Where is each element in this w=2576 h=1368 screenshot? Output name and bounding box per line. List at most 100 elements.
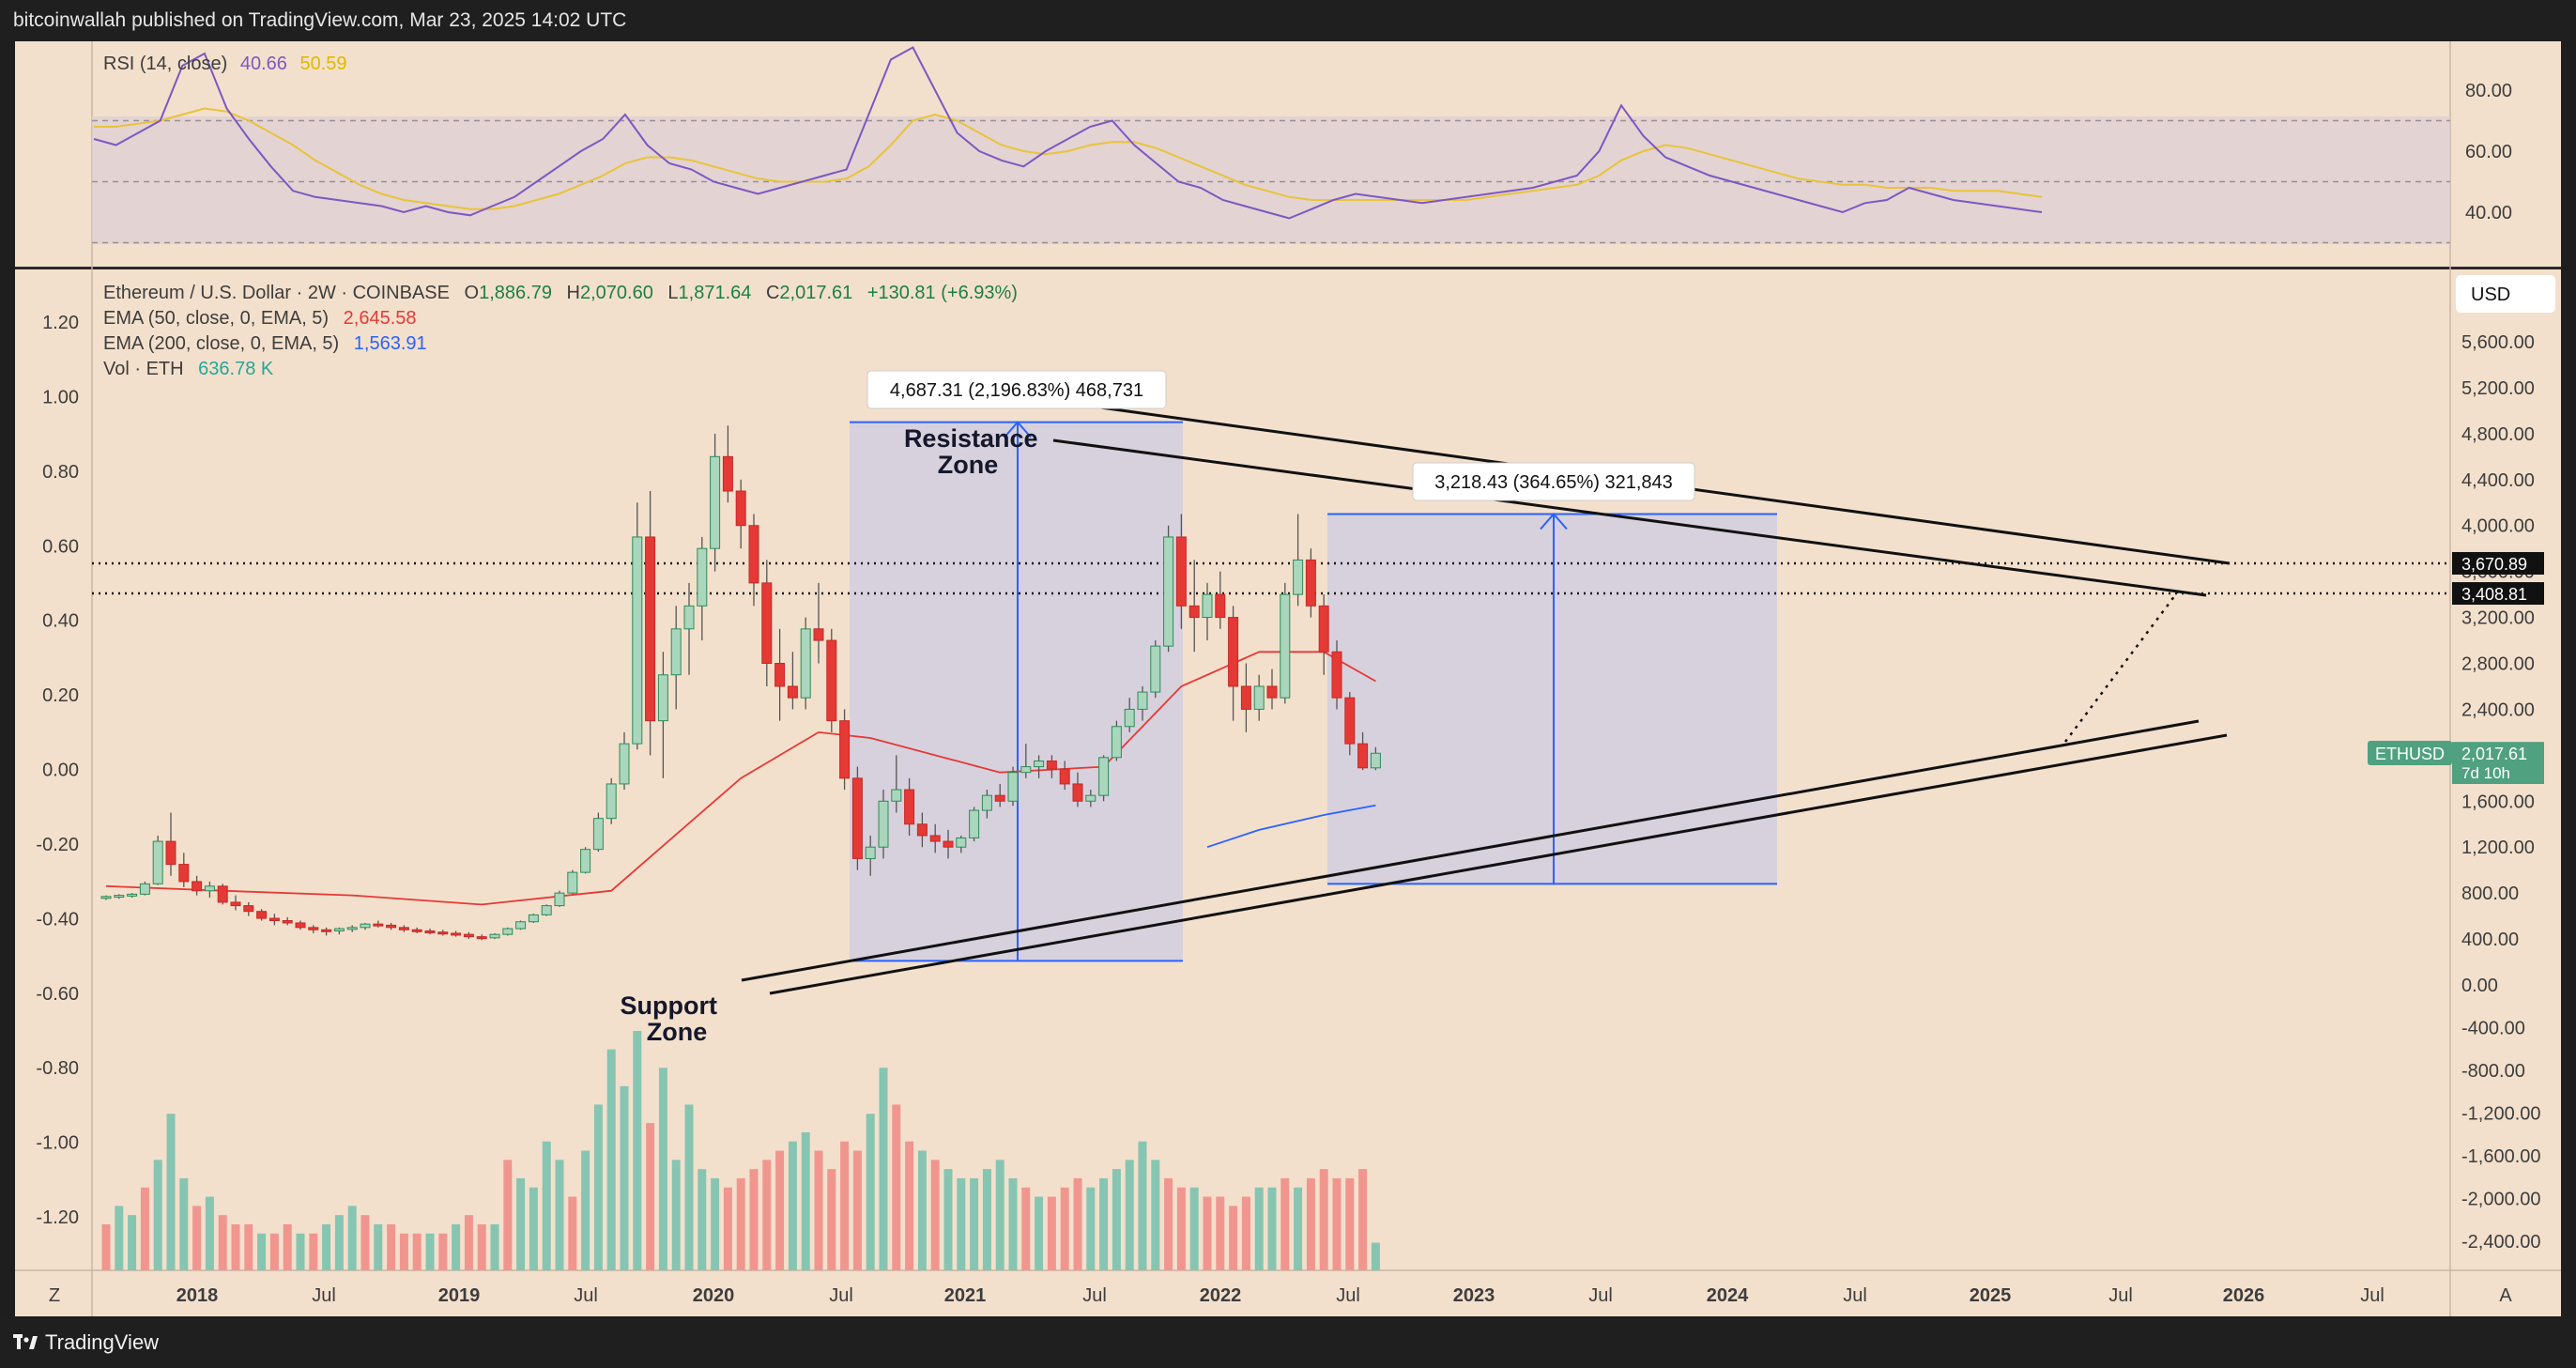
price-tick-label: 2,800.00 (2461, 654, 2535, 675)
candle (645, 536, 656, 722)
price-tick-label: -400.00 (2461, 1019, 2525, 1039)
price-tick-label: 4,800.00 (2461, 424, 2535, 445)
timezone-button[interactable]: Z (49, 1285, 60, 1306)
measure-label-2[interactable]: 3,218.43 (364.65%) 321,843 (1412, 462, 1695, 501)
candle (192, 881, 203, 892)
candle (1331, 651, 1342, 699)
candles (100, 425, 1381, 941)
rsi-tick-label: 40.00 (2465, 203, 2512, 223)
candle (1098, 757, 1110, 796)
left-tick-label: -0.80 (36, 1058, 79, 1079)
candle (1111, 726, 1122, 759)
time-tick-label: 2019 (438, 1285, 481, 1306)
candle (1150, 645, 1161, 693)
trend-lines[interactable] (741, 405, 2231, 995)
time-axis[interactable]: Z 2018 Jul 2019 Jul 2020 Jul 2021 Jul 2022 Jul 2023… (49, 1285, 2512, 1306)
volume-bar (917, 1150, 927, 1270)
left-tick-label: 0.20 (42, 685, 79, 706)
volume-bar (555, 1160, 564, 1270)
volume-bar (153, 1160, 162, 1270)
measure-box-2[interactable] (1327, 514, 1777, 884)
rsi-ma-legend-value: 50.59 (299, 54, 346, 74)
time-tick-label: Jul (2108, 1285, 2133, 1306)
left-frame (0, 41, 15, 1316)
projection-path[interactable] (2064, 591, 2179, 743)
price-tick-label: 0.00 (2461, 976, 2498, 996)
candle (165, 840, 176, 866)
time-tick-label: Jul (312, 1285, 336, 1306)
candle (800, 628, 811, 699)
volume-bar (1216, 1196, 1225, 1270)
volume-bar (464, 1215, 473, 1270)
candle (1188, 605, 1200, 619)
volume-bar (516, 1177, 526, 1270)
rsi-band (92, 116, 2450, 244)
candle-countdown: 7d 10h (2461, 764, 2510, 782)
volume-bar (1280, 1177, 1290, 1270)
price-tick-label: 4,400.00 (2461, 470, 2535, 491)
rsi-tick-label: 60.00 (2465, 142, 2512, 162)
price-tick-label: -1,200.00 (2461, 1104, 2541, 1125)
volume-bar (1021, 1187, 1031, 1270)
volume-bar (736, 1177, 745, 1270)
brand-name: TradingView (45, 1330, 160, 1354)
volume-bar (866, 1114, 875, 1270)
price-tick-label: 5,200.00 (2461, 378, 2535, 399)
volume-bar (957, 1177, 966, 1270)
candle (282, 920, 293, 924)
candle (1370, 752, 1381, 769)
measure-label-1[interactable]: 4,687.31 (2,196.83%) 468,731 (866, 370, 1167, 409)
candle (580, 849, 591, 873)
volume-bar (1319, 1169, 1328, 1270)
support-trendline-lower[interactable] (769, 733, 2228, 995)
left-tick-label: -0.20 (36, 835, 79, 855)
candle (981, 794, 992, 811)
volume-bar (1371, 1242, 1380, 1270)
rsi-tick-label: 80.00 (2465, 81, 2512, 101)
candle (1046, 760, 1057, 770)
svg-text:USD: USD (2471, 284, 2510, 305)
candle (386, 924, 397, 929)
volume-bar (606, 1049, 616, 1270)
time-tick-label: 2021 (944, 1285, 987, 1306)
time-tick-label: 2025 (1970, 1285, 2012, 1306)
volume-bar (309, 1233, 318, 1270)
time-axis-bg (15, 1270, 2561, 1316)
measure-box-1[interactable] (850, 422, 1183, 961)
measure-arrow-head (1004, 421, 1032, 438)
left-tick-label: -1.20 (36, 1207, 79, 1228)
left-tick-label: -0.60 (36, 984, 79, 1005)
volume-bar (101, 1223, 111, 1270)
tradingview-logo[interactable]: TradingView (13, 1330, 159, 1355)
candle (904, 789, 915, 825)
currency-selector[interactable]: USD (2456, 275, 2555, 313)
rsi-line (93, 46, 2043, 220)
candle (567, 871, 578, 894)
time-tick-label: 2024 (1707, 1285, 1749, 1306)
candle (787, 685, 798, 699)
price-label-box (2452, 742, 2544, 765)
volume-bar (762, 1160, 772, 1270)
volume-bar (1189, 1187, 1199, 1270)
support-trendline-upper[interactable] (741, 719, 2200, 982)
candle (333, 928, 345, 932)
volume-bar (374, 1223, 383, 1270)
autoscale-button[interactable]: A (2499, 1285, 2512, 1306)
price-label-box (2452, 582, 2544, 606)
candle (100, 896, 112, 899)
resistance-trendline-lower[interactable] (1052, 438, 2207, 597)
volume-bar (231, 1223, 240, 1270)
candle (710, 455, 721, 549)
candle (127, 893, 138, 897)
volume-bar (852, 1150, 862, 1270)
candle (451, 932, 462, 936)
volume-bar (1345, 1177, 1355, 1270)
chart-canvas[interactable]: 80.00 60.00 40.00 RSI (14, close) 40.66 50… (0, 41, 2576, 1316)
volume-bar (723, 1187, 732, 1270)
price-legend: Ethereum / U.S. Dollar · 2W · COINBASE O… (103, 283, 1018, 379)
price-tick-label: 1,200.00 (2461, 838, 2535, 858)
rsi-lines (93, 46, 2043, 220)
volume-bar (930, 1160, 940, 1270)
volume-bar (749, 1169, 759, 1270)
candle (1305, 559, 1316, 607)
